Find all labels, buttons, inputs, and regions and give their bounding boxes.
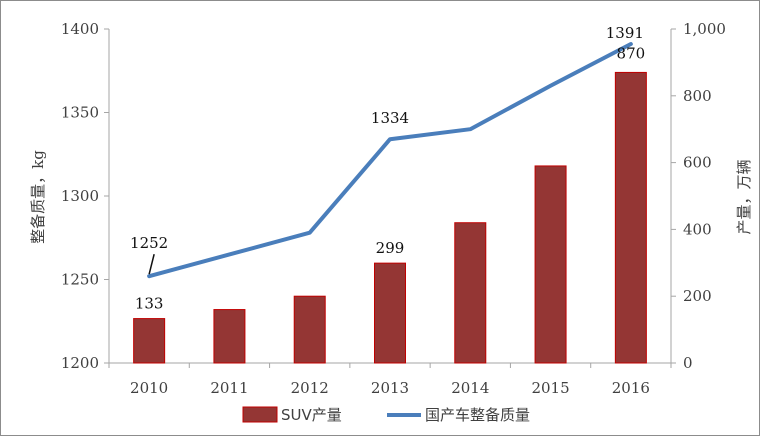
- y-right-axis-title: 产量，万辆: [735, 159, 753, 234]
- y-right-tick-label: 200: [683, 287, 712, 305]
- data-label-leader: [149, 254, 154, 274]
- y-right-tick-label: 400: [683, 220, 712, 238]
- data-label: 1391: [606, 24, 644, 42]
- data-label: 133: [135, 295, 164, 313]
- y-left-tick-label: 1350: [61, 104, 99, 122]
- x-tick-label: 2014: [451, 379, 489, 397]
- bar: [535, 166, 566, 363]
- bar: [134, 319, 165, 363]
- y-right-tick-label: 600: [683, 154, 712, 172]
- y-left-tick-label: 1250: [61, 271, 99, 289]
- y-left-tick-label: 1400: [61, 20, 99, 38]
- data-label: 1252: [130, 234, 168, 252]
- x-tick-label: 2016: [612, 379, 650, 397]
- bar: [375, 263, 406, 363]
- y-right-tick-label: 0: [683, 354, 693, 372]
- bar: [455, 223, 486, 363]
- y-left-tick-label: 1200: [61, 354, 99, 372]
- y-right-tick-label: 800: [683, 87, 712, 105]
- y-right-tick-label: 1,000: [683, 20, 726, 38]
- bar: [615, 72, 646, 363]
- x-tick-label: 2011: [210, 379, 248, 397]
- legend-label-line: 国产车整备质量: [425, 406, 530, 424]
- y-left-axis-title: 整备质量，kg: [29, 150, 47, 244]
- x-tick-label: 2013: [371, 379, 409, 397]
- x-tick-label: 2012: [291, 379, 329, 397]
- bar: [294, 296, 325, 363]
- data-label: 870: [617, 44, 646, 62]
- x-tick-label: 2010: [130, 379, 168, 397]
- legend: SUV产量 国产车整备质量: [243, 406, 530, 424]
- data-label: 299: [376, 239, 405, 257]
- legend-label-bar: SUV产量: [281, 406, 342, 424]
- y-left-tick-label: 1300: [61, 187, 99, 205]
- bar: [214, 310, 245, 363]
- x-tick-label: 2015: [531, 379, 569, 397]
- legend-swatch-bar: [243, 407, 277, 422]
- data-label: 1334: [371, 109, 409, 127]
